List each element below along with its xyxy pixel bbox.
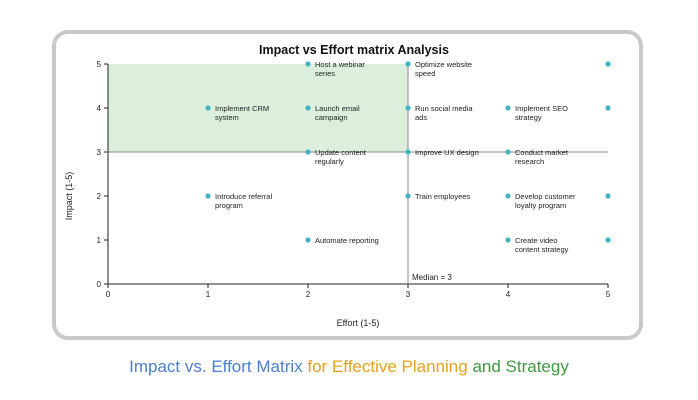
points-group: Host a webinar series Optimize website spee… [205,60,611,254]
point-label: Automate reporting [315,236,379,245]
x-tick-label: 0 [106,290,111,299]
data-point [505,149,511,155]
x-tick-label: 5 [606,290,611,299]
point-label: Train employees [415,192,470,201]
point-label: Host a webinar series [315,60,366,78]
impact-effort-chart: 0 1 2 3 4 5 0 1 2 3 4 5 Host a webinar series Optimiz… [64,43,611,328]
data-point [305,149,311,155]
caption-part-1: Impact vs. Effort Matrix [129,357,303,376]
data-point [205,193,211,199]
median-label: Median = 3 [412,273,452,282]
point-label: Introduce referral program [215,192,272,210]
y-tick-label: 2 [97,192,102,201]
data-point [605,193,611,199]
caption-part-3: and Strategy [467,357,569,376]
data-point [305,105,311,111]
data-point [605,237,611,243]
data-point [505,193,511,199]
point-label: Optimize website speed [415,60,472,78]
point-label: Create video content strategy [515,236,569,254]
x-axis-label: Effort (1-5) [337,318,380,328]
data-point [505,237,511,243]
caption-part-2: for Effective Planning [302,357,468,376]
y-tick-label: 0 [97,280,102,289]
data-point [405,149,411,155]
figure-caption: Impact vs. Effort Matrix for Effective P… [0,357,698,377]
chart-title: Impact vs Effort matrix Analysis [259,43,449,57]
high-impact-low-effort-region [108,64,408,152]
data-point [205,105,211,111]
point-label: Implement SEO strategy [515,104,568,122]
y-tick-label: 5 [97,60,102,69]
x-tick-label: 1 [206,290,211,299]
point-label: Run social media ads [415,104,473,122]
point-label: Launch email campaign [315,104,360,122]
y-tick-label: 4 [97,104,102,113]
y-tick-label: 1 [97,236,102,245]
data-point [405,105,411,111]
data-point [305,237,311,243]
data-point [605,105,611,111]
data-point [505,105,511,111]
point-label: Update content regularly [315,148,367,166]
y-tick-label: 3 [97,148,102,157]
point-label: Implement CRM system [215,104,269,122]
x-tick-label: 2 [306,290,311,299]
data-point [605,61,611,67]
axes-group: 0 1 2 3 4 5 0 1 2 3 4 5 [97,60,611,299]
point-label: Conduct market research [515,148,569,166]
x-tick-label: 3 [406,290,411,299]
data-point [405,61,411,67]
point-label: Develop customer loyalty program [515,192,576,210]
point-label: Improve UX design [415,148,479,157]
data-point [405,193,411,199]
y-axis-label: Impact (1-5) [64,172,74,221]
x-tick-label: 4 [506,290,511,299]
data-point [305,61,311,67]
